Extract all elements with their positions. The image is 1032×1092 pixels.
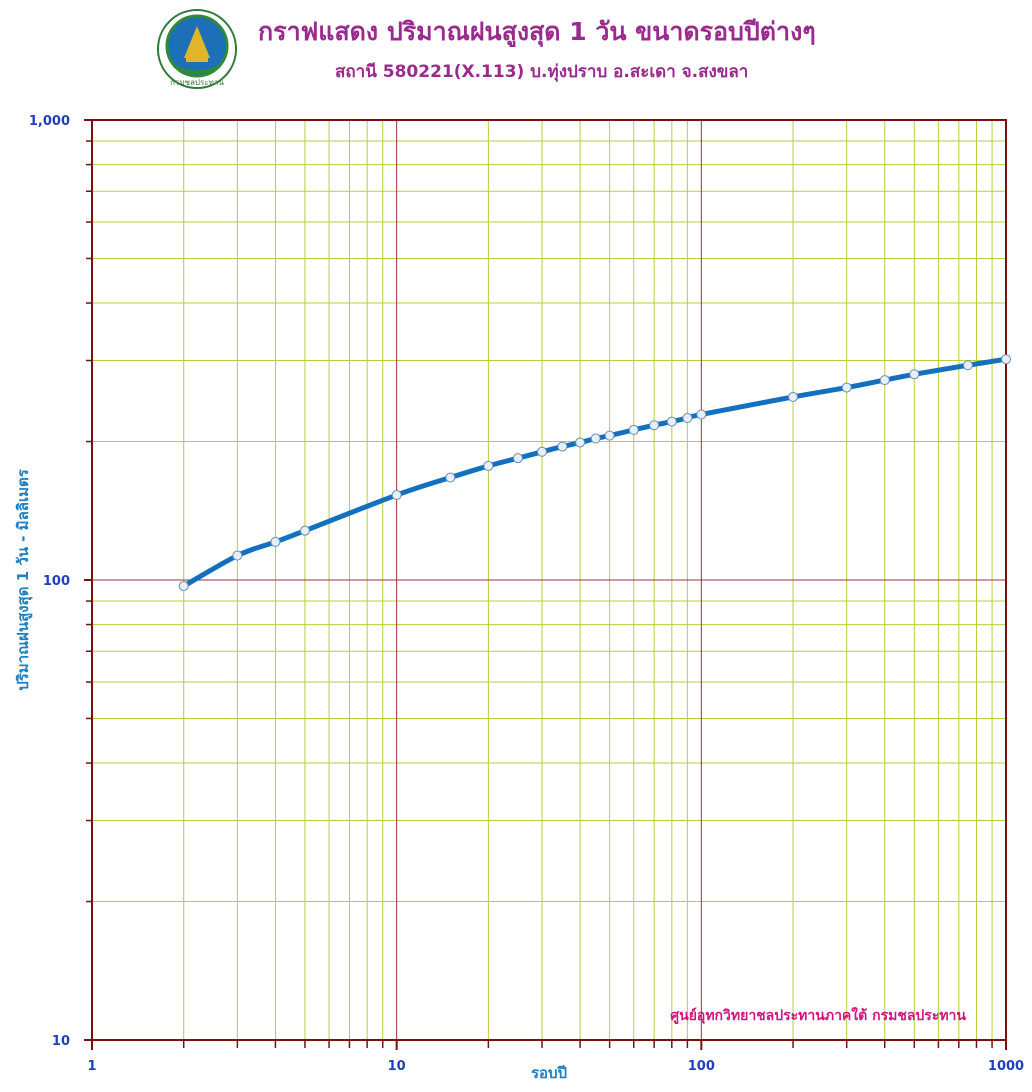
data-point <box>445 472 456 483</box>
data-point <box>575 437 586 448</box>
data-point <box>696 409 707 420</box>
data-point <box>682 412 693 423</box>
data-point <box>299 525 310 536</box>
data-point <box>604 430 615 441</box>
data-point <box>962 360 973 371</box>
x-tick-label: 100 <box>688 1059 715 1074</box>
credit-text: ศูนย์อุทกวิทยาชลประทานภาคใต้ กรมชลประทาน <box>670 1006 966 1024</box>
data-points <box>178 354 1011 592</box>
axis-ticks <box>84 119 1007 1050</box>
y-tick-label: 100 <box>43 574 70 589</box>
data-point <box>512 453 523 464</box>
data-point <box>232 550 243 561</box>
x-tick-label: 10 <box>388 1059 406 1074</box>
y-tick-label: 10 <box>52 1034 70 1049</box>
x-tick-label: 1000 <box>988 1059 1024 1074</box>
data-point <box>537 446 548 457</box>
chart-title: กราฟแสดง ปริมาณฝนสูงสุด 1 วัน ขนาดรอบปีต… <box>258 17 816 46</box>
data-point <box>649 420 660 431</box>
y-tick-label: 1,000 <box>29 114 70 129</box>
major-grid <box>92 120 1006 1040</box>
data-point <box>628 424 639 435</box>
data-point <box>1001 354 1011 365</box>
chart-subtitle: สถานี 580221(X.113) บ.ทุ่งปราบ อ.สะเดา จ… <box>335 62 749 82</box>
royal-irrigation-department-logo: กรมชลประทาน <box>157 9 237 89</box>
data-point <box>841 382 852 393</box>
data-point <box>270 536 281 547</box>
tick-labels: 1 10 100 1000 10 100 1,000 <box>29 114 1024 1074</box>
data-point <box>391 490 402 501</box>
data-point <box>483 460 494 471</box>
data-point <box>909 369 920 380</box>
data-point <box>557 441 568 452</box>
y-axis-label: ปริมาณฝนสูงสุด 1 วัน - มิลลิเมตร <box>14 468 33 690</box>
data-point <box>178 581 189 592</box>
x-axis-label: รอบปี <box>531 1064 567 1082</box>
logo-caption: กรมชลประทาน <box>170 78 224 87</box>
series-line <box>181 356 1009 589</box>
data-point <box>666 416 677 427</box>
data-point <box>879 375 890 386</box>
data-point <box>788 391 799 402</box>
x-tick-label: 1 <box>87 1059 96 1074</box>
data-point <box>590 433 601 444</box>
